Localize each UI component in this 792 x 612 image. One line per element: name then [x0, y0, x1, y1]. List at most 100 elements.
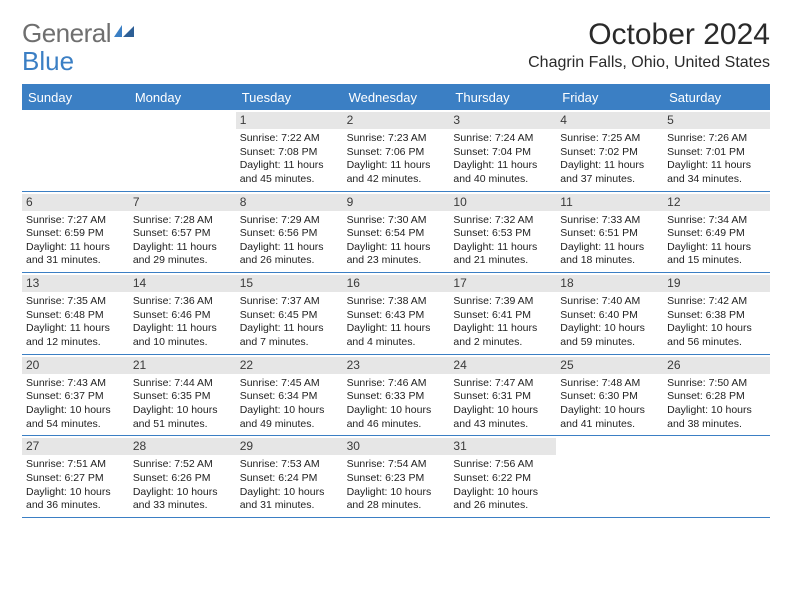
calendar-cell: 8 Sunrise: 7:29 AMSunset: 6:56 PMDaylight… — [236, 192, 343, 273]
day-number: 14 — [129, 275, 236, 292]
day-info: Sunrise: 7:32 AMSunset: 6:53 PMDaylight:… — [453, 214, 552, 269]
calendar-cell: 15Sunrise: 7:37 AMSunset: 6:45 PMDayligh… — [236, 273, 343, 354]
calendar-cell: 17 Sunrise: 7:39 AMSunset: 6:41 PMDayligh… — [449, 273, 556, 354]
day-header-cell: Saturday — [663, 86, 770, 110]
day-info: Sunrise: 7:25 AMSunset: 7:02 PMDaylight:… — [560, 132, 659, 187]
day-number: 18 — [556, 275, 663, 292]
day-number: 30 — [343, 438, 450, 455]
calendar-cell: 28Sunrise: 7:52 AMSunset: 6:26 PMDayligh… — [129, 436, 236, 517]
week-row: 20 Sunrise: 7:43 AMSunset: 6:37 PMDayligh… — [22, 355, 770, 437]
calendar-cell: 3 Sunrise: 7:24 AMSunset: 7:04 PMDaylight… — [449, 110, 556, 191]
day-number: 16 — [343, 275, 450, 292]
week-row: 27 Sunrise: 7:51 AMSunset: 6:27 PMDayligh… — [22, 436, 770, 518]
calendar-cell: 10Sunrise: 7:32 AMSunset: 6:53 PMDayligh… — [449, 192, 556, 273]
day-info: Sunrise: 7:40 AMSunset: 6:40 PMDaylight:… — [560, 295, 659, 350]
day-info: Sunrise: 7:54 AMSunset: 6:23 PMDaylight:… — [347, 458, 446, 513]
calendar-cell: 31 Sunrise: 7:56 AMSunset: 6:22 PMDayligh… — [449, 436, 556, 517]
day-info: Sunrise: 7:38 AMSunset: 6:43 PMDaylight:… — [347, 295, 446, 350]
day-info: Sunrise: 7:51 AMSunset: 6:27 PMDaylight:… — [26, 458, 125, 513]
day-info: Sunrise: 7:47 AMSunset: 6:31 PMDaylight:… — [453, 377, 552, 432]
day-header-cell: Wednesday — [343, 86, 450, 110]
day-number: 24 — [449, 357, 556, 374]
day-info: Sunrise: 7:39 AMSunset: 6:41 PMDaylight:… — [453, 295, 552, 350]
day-number: 29 — [236, 438, 343, 455]
calendar-cell: 13 Sunrise: 7:35 AMSunset: 6:48 PMDayligh… — [22, 273, 129, 354]
day-info: Sunrise: 7:34 AMSunset: 6:49 PMDaylight:… — [667, 214, 766, 269]
day-info: Sunrise: 7:48 AMSunset: 6:30 PMDaylight:… — [560, 377, 659, 432]
day-header-row: SundayMondayTuesdayWednesdayThursdayFrid… — [22, 86, 770, 110]
day-number: 8 — [236, 194, 343, 211]
week-row: 1 Sunrise: 7:22 AMSunset: 7:08 PMDaylight… — [22, 110, 770, 192]
day-number: 7 — [129, 194, 236, 211]
day-number: 12 — [663, 194, 770, 211]
day-info: Sunrise: 7:46 AMSunset: 6:33 PMDaylight:… — [347, 377, 446, 432]
day-number: 26 — [663, 357, 770, 374]
calendar-cell: 22 Sunrise: 7:45 AMSunset: 6:34 PMDayligh… — [236, 355, 343, 436]
day-number: 17 — [449, 275, 556, 292]
calendar-cell: 1 Sunrise: 7:22 AMSunset: 7:08 PMDaylight… — [236, 110, 343, 191]
calendar-cell — [556, 436, 663, 517]
day-number: 23 — [343, 357, 450, 374]
day-number: 22 — [236, 357, 343, 374]
day-number: 3 — [449, 112, 556, 129]
calendar-cell: 9 Sunrise: 7:30 AMSunset: 6:54 PMDaylight… — [343, 192, 450, 273]
calendar: SundayMondayTuesdayWednesdayThursdayFrid… — [22, 84, 770, 518]
day-header-cell: Monday — [129, 86, 236, 110]
calendar-cell: 20 Sunrise: 7:43 AMSunset: 6:37 PMDayligh… — [22, 355, 129, 436]
calendar-cell: 6 Sunrise: 7:27 AMSunset: 6:59 PMDaylight… — [22, 192, 129, 273]
day-info: Sunrise: 7:43 AMSunset: 6:37 PMDaylight:… — [26, 377, 125, 432]
calendar-cell: 12 Sunrise: 7:34 AMSunset: 6:49 PMDayligh… — [663, 192, 770, 273]
day-info: Sunrise: 7:27 AMSunset: 6:59 PMDaylight:… — [26, 214, 125, 269]
logo: General — [22, 18, 136, 49]
day-number: 28 — [129, 438, 236, 455]
calendar-cell: 29 Sunrise: 7:53 AMSunset: 6:24 PMDayligh… — [236, 436, 343, 517]
day-info: Sunrise: 7:53 AMSunset: 6:24 PMDaylight:… — [240, 458, 339, 513]
calendar-cell: 30 Sunrise: 7:54 AMSunset: 6:23 PMDayligh… — [343, 436, 450, 517]
day-info: Sunrise: 7:42 AMSunset: 6:38 PMDaylight:… — [667, 295, 766, 350]
day-number: 5 — [663, 112, 770, 129]
day-number: 1 — [236, 112, 343, 129]
day-number: 13 — [22, 275, 129, 292]
day-info: Sunrise: 7:24 AMSunset: 7:04 PMDaylight:… — [453, 132, 552, 187]
day-info: Sunrise: 7:56 AMSunset: 6:22 PMDaylight:… — [453, 458, 552, 513]
day-info: Sunrise: 7:44 AMSunset: 6:35 PMDaylight:… — [133, 377, 232, 432]
day-number: 20 — [22, 357, 129, 374]
logo-flag-icon — [114, 23, 136, 41]
day-info: Sunrise: 7:22 AMSunset: 7:08 PMDaylight:… — [240, 132, 339, 187]
calendar-cell: 11Sunrise: 7:33 AMSunset: 6:51 PMDayligh… — [556, 192, 663, 273]
day-header-cell: Sunday — [22, 86, 129, 110]
day-number: 31 — [449, 438, 556, 455]
calendar-cell: 7 Sunrise: 7:28 AMSunset: 6:57 PMDaylight… — [129, 192, 236, 273]
calendar-cell: 21 Sunrise: 7:44 AMSunset: 6:35 PMDayligh… — [129, 355, 236, 436]
header: General October 2024 Chagrin Falls, Ohio… — [0, 0, 792, 76]
calendar-cell: 26 Sunrise: 7:50 AMSunset: 6:28 PMDayligh… — [663, 355, 770, 436]
week-row: 6 Sunrise: 7:27 AMSunset: 6:59 PMDaylight… — [22, 192, 770, 274]
day-info: Sunrise: 7:36 AMSunset: 6:46 PMDaylight:… — [133, 295, 232, 350]
day-number: 6 — [22, 194, 129, 211]
day-info: Sunrise: 7:50 AMSunset: 6:28 PMDaylight:… — [667, 377, 766, 432]
day-number: 21 — [129, 357, 236, 374]
logo-text-2: Blue — [22, 46, 74, 77]
day-info: Sunrise: 7:45 AMSunset: 6:34 PMDaylight:… — [240, 377, 339, 432]
day-info: Sunrise: 7:26 AMSunset: 7:01 PMDaylight:… — [667, 132, 766, 187]
day-info: Sunrise: 7:30 AMSunset: 6:54 PMDaylight:… — [347, 214, 446, 269]
day-info: Sunrise: 7:29 AMSunset: 6:56 PMDaylight:… — [240, 214, 339, 269]
day-number: 2 — [343, 112, 450, 129]
calendar-cell: 14 Sunrise: 7:36 AMSunset: 6:46 PMDayligh… — [129, 273, 236, 354]
day-info: Sunrise: 7:35 AMSunset: 6:48 PMDaylight:… — [26, 295, 125, 350]
calendar-cell: 24 Sunrise: 7:47 AMSunset: 6:31 PMDayligh… — [449, 355, 556, 436]
day-number: 15 — [236, 275, 343, 292]
calendar-cell: 19Sunrise: 7:42 AMSunset: 6:38 PMDayligh… — [663, 273, 770, 354]
day-number: 9 — [343, 194, 450, 211]
calendar-cell — [129, 110, 236, 191]
calendar-cell — [22, 110, 129, 191]
day-number: 11 — [556, 194, 663, 211]
day-info: Sunrise: 7:28 AMSunset: 6:57 PMDaylight:… — [133, 214, 232, 269]
day-number: 27 — [22, 438, 129, 455]
day-info: Sunrise: 7:23 AMSunset: 7:06 PMDaylight:… — [347, 132, 446, 187]
calendar-cell: 27 Sunrise: 7:51 AMSunset: 6:27 PMDayligh… — [22, 436, 129, 517]
location: Chagrin Falls, Ohio, United States — [528, 54, 770, 72]
calendar-cell: 4 Sunrise: 7:25 AMSunset: 7:02 PMDaylight… — [556, 110, 663, 191]
calendar-cell: 5 Sunrise: 7:26 AMSunset: 7:01 PMDaylight… — [663, 110, 770, 191]
day-number: 4 — [556, 112, 663, 129]
